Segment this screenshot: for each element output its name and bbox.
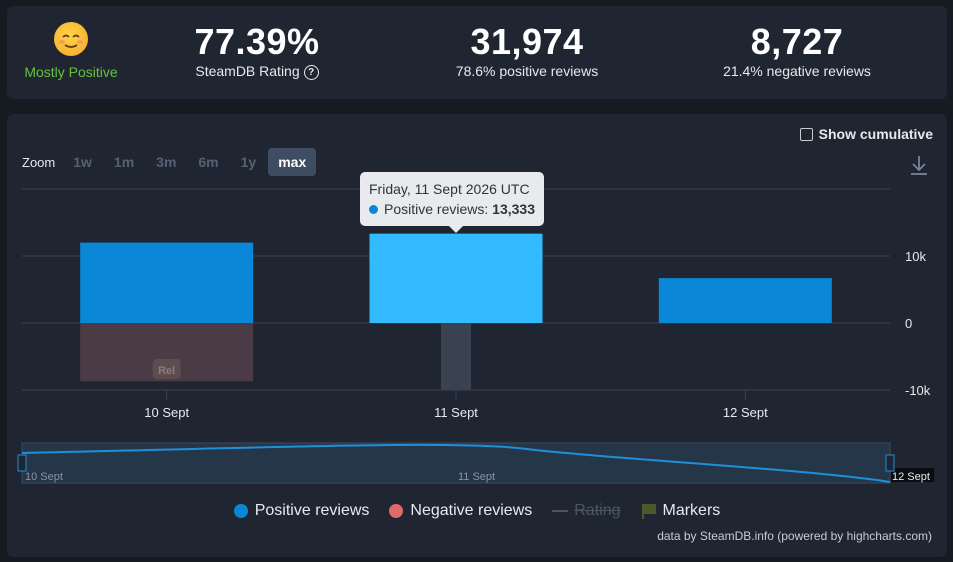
negative-stat: 8,727 21.4% negative reviews	[697, 22, 897, 80]
positive-count: 31,974	[470, 21, 584, 62]
zoom-label: Zoom	[22, 154, 56, 170]
x-tick-label: 12 Sept	[723, 405, 768, 420]
positive-label: 78.6% positive reviews	[455, 63, 599, 79]
legend-rating-line	[552, 510, 569, 512]
zoom-6m-button[interactable]: 6m	[198, 154, 219, 170]
zoom-3m-button[interactable]: 3m	[156, 154, 177, 170]
summary-panel: Mostly Positive 77.39% SteamDB Rating? 3…	[7, 6, 947, 99]
chart-credit: data by SteamDB.info (powered by highcha…	[657, 529, 932, 543]
help-icon[interactable]: ?	[303, 65, 319, 80]
tooltip-value: 13,333	[492, 201, 535, 217]
show-cumulative-toggle[interactable]: Show cumulative	[799, 126, 933, 142]
y-tick-label: 10k	[905, 249, 926, 264]
chart-legend: Positive reviews Negative reviews Rating…	[7, 502, 947, 520]
y-tick-label: 0	[905, 316, 912, 331]
bar-positive-11-sept	[369, 233, 543, 323]
tooltip-date: Friday, 11 Sept 2026 UTC	[369, 181, 530, 197]
chart-bars: Rel	[80, 233, 832, 382]
positive-stat: 31,974 78.6% positive reviews	[427, 22, 627, 80]
x-tick-label: 10 Sept	[144, 405, 189, 420]
verdict-label: Mostly Positive	[24, 64, 118, 80]
navigator-handle	[17, 454, 27, 472]
legend-negative[interactable]: Negative reviews	[389, 502, 532, 520]
download-icon[interactable]	[909, 154, 929, 176]
zoom-max-button[interactable]: max	[268, 148, 317, 176]
zoom-1m-button[interactable]: 1m	[113, 154, 135, 170]
tooltip-arrow	[448, 225, 464, 233]
navigator-handle	[885, 454, 895, 472]
zoom-bar: Zoom 1w 1m 3m 6m 1y max	[22, 148, 318, 176]
chart-tooltip: Friday, 11 Sept 2026 UTC Positive review…	[360, 172, 544, 233]
navigator-label: 11 Sept	[458, 471, 495, 483]
legend-markers[interactable]: Markers	[641, 502, 721, 520]
zoom-1w-button[interactable]: 1w	[73, 154, 92, 170]
navigator-series-line	[21, 443, 891, 483]
rating-label: SteamDB Rating	[195, 63, 300, 79]
relieved-face-icon	[54, 22, 88, 56]
cumulative-checkbox[interactable]	[799, 127, 813, 141]
rating-value: 77.39%	[194, 21, 320, 62]
navigator: 10 Sept 11 Sept 12 Sept	[17, 442, 934, 484]
chart-panel: Show cumulative Zoom 1w 1m 3m 6m 1y max …	[7, 114, 947, 557]
legend-positive[interactable]: Positive reviews	[233, 502, 370, 520]
zoom-1y-button[interactable]: 1y	[240, 154, 257, 170]
navigator-label: 10 Sept	[25, 471, 63, 483]
release-marker	[152, 359, 181, 379]
y-tick-label: -10k	[905, 383, 931, 398]
legend-rating-label: Rating	[574, 502, 621, 519]
legend-markers-label: Markers	[662, 502, 721, 519]
tooltip-series-dot	[369, 205, 378, 214]
legend-positive-label: Positive reviews	[254, 502, 370, 519]
bar-positive-10-sept	[80, 242, 254, 323]
x-tick-label: 11 Sept	[434, 405, 478, 420]
flag-icon	[641, 504, 656, 519]
bar-positive-12-sept	[658, 278, 832, 323]
rating-stat: 77.39% SteamDB Rating?	[157, 22, 357, 80]
release-marker-label: Rel	[158, 365, 175, 377]
legend-negative-dot	[389, 504, 404, 518]
x-axis: 10 Sept 11 Sept 12 Sept	[144, 390, 768, 420]
cumulative-label: Show cumulative	[818, 126, 933, 142]
legend-negative-label: Negative reviews	[410, 502, 533, 519]
negative-label: 21.4% negative reviews	[723, 63, 871, 79]
legend-rating[interactable]: Rating	[552, 502, 621, 520]
navigator-label-bg	[891, 468, 934, 482]
tooltip-series: Positive reviews:	[384, 201, 489, 217]
verdict-block: Mostly Positive	[21, 22, 121, 80]
legend-positive-dot	[233, 504, 248, 518]
y-axis: 10k 0 -10k	[905, 249, 931, 398]
navigator-label: 12 Sept	[892, 471, 930, 483]
negative-count: 8,727	[750, 21, 844, 62]
